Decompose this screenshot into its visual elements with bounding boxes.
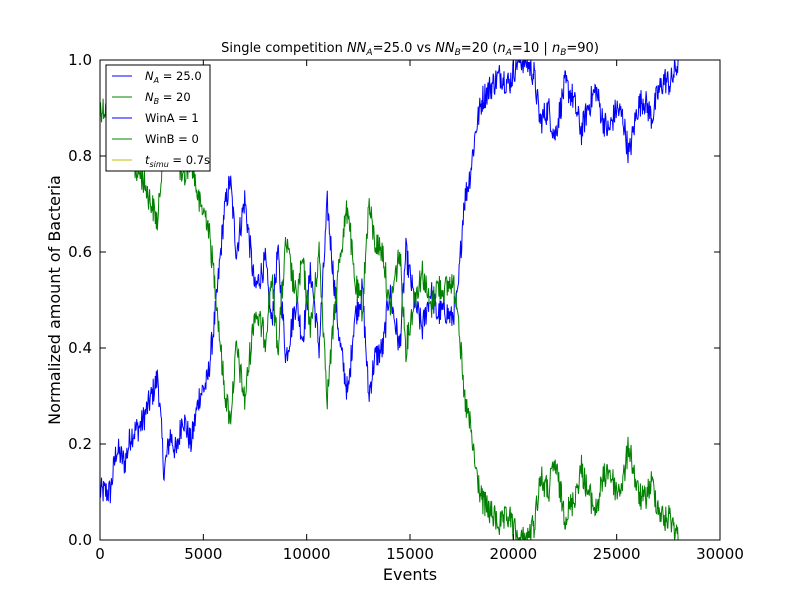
y-tick-label: 0.6: [68, 243, 92, 261]
chart-title: Single competition NNA=25.0 vs NNB=20 (n…: [221, 41, 599, 58]
x-tick-label: 25000: [593, 545, 641, 563]
y-tick-label: 0.2: [68, 435, 92, 453]
x-tick-label: 30000: [696, 545, 744, 563]
legend-label: tsimu = 0.7s: [145, 153, 210, 169]
y-tick-label: 0.0: [68, 531, 92, 549]
x-axis-label: Events: [383, 565, 437, 584]
y-tick-label: 0.8: [68, 147, 92, 165]
legend-label: NA = 25.0: [145, 69, 202, 85]
legend-label: WinB = 0: [145, 132, 199, 146]
x-tick-label: 5000: [184, 545, 222, 563]
x-tick-label: 0: [95, 545, 105, 563]
y-tick-label: 0.4: [68, 339, 92, 357]
x-tick-label: 15000: [386, 545, 434, 563]
legend-label: NB = 20: [145, 90, 191, 106]
x-tick-label: 10000: [283, 545, 331, 563]
y-tick-label: 1.0: [68, 51, 92, 69]
legend-label: WinA = 1: [145, 111, 199, 125]
series-line-b: [100, 96, 679, 540]
ticks-layer: 0 5000 10000 15000 20000 25000 30000 0.0 0.2 0.4 0…: [68, 51, 744, 563]
legend: NA = 25.0 NB = 20 WinA = 1 WinB = 0 tsimu = …: [105, 64, 211, 172]
series-layer: [100, 60, 679, 540]
y-axis-label: Normalized amount of Bacteria: [45, 175, 64, 425]
x-tick-label: 20000: [489, 545, 537, 563]
